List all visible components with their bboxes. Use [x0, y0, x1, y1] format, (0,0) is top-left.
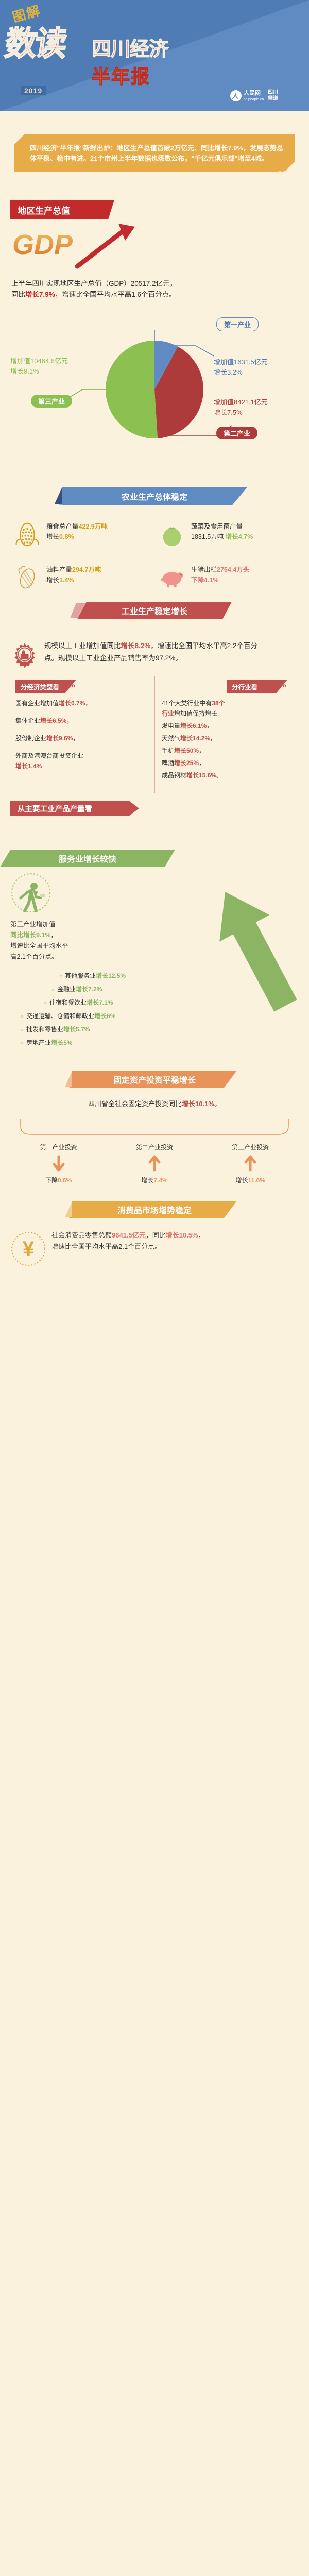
svg-text:四川: 四川	[268, 89, 278, 95]
svg-text:人民网: 人民网	[244, 89, 261, 96]
svg-text:sc.people.cn: sc.people.cn	[244, 98, 264, 101]
svg-text:¥: ¥	[23, 1238, 35, 1260]
svg-text:频道: 频道	[268, 95, 278, 101]
svg-text:人: 人	[232, 92, 239, 100]
